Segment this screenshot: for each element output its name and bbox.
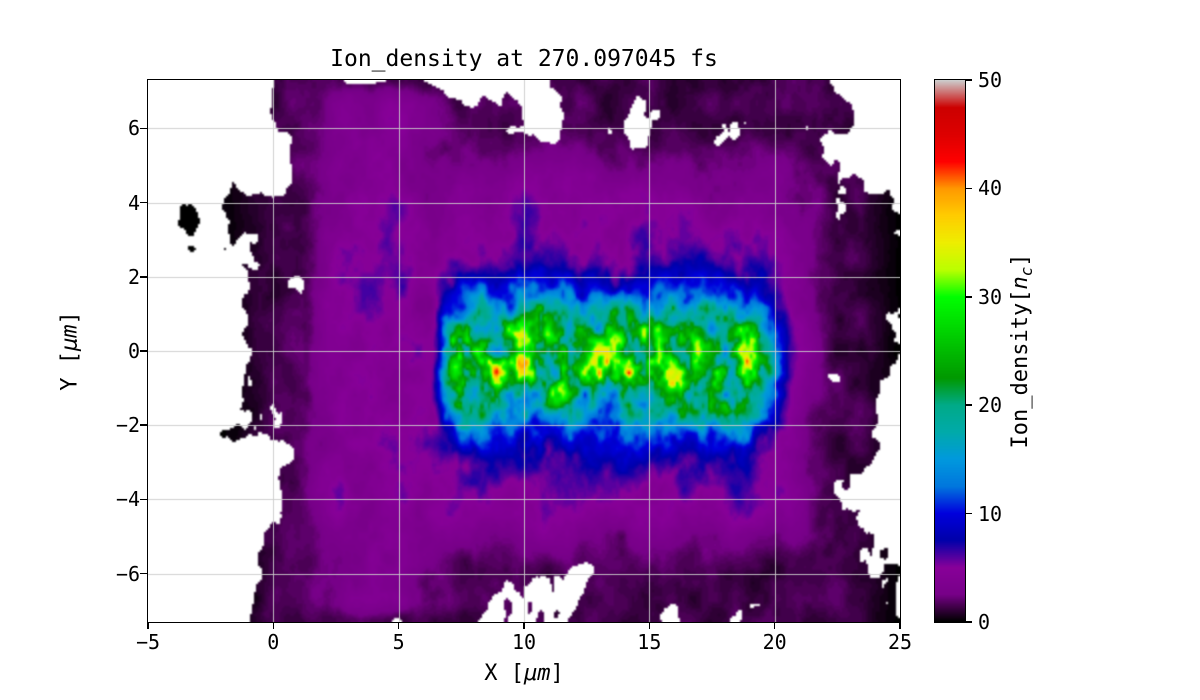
- colorbar-tick-mark: [966, 79, 972, 81]
- x-tick-mark: [899, 622, 901, 629]
- x-tick-label: 5: [392, 630, 405, 654]
- y-tick-label: −4: [115, 487, 140, 512]
- y-tick-label: −6: [115, 561, 140, 586]
- x-axis-unit: μm: [524, 661, 551, 686]
- x-tick-label: 25: [887, 630, 913, 654]
- x-tick-mark: [272, 622, 275, 629]
- colorbar-tick-mark: [966, 296, 972, 298]
- colorbar-tick-label: 20: [978, 393, 1003, 418]
- colorbar-label-pre: Ion_density[: [1007, 289, 1033, 449]
- colorbar-tick-mark: [966, 621, 972, 623]
- y-axis-unit: μm: [57, 324, 83, 352]
- colorbar-tick-mark: [966, 512, 972, 515]
- y-tick-label: −2: [115, 413, 140, 438]
- x-tick-label: 20: [762, 630, 787, 654]
- y-axis-label-post: ]: [57, 311, 83, 325]
- colorbar-tick-label: 40: [978, 176, 1003, 201]
- x-tick-label: 10: [511, 630, 537, 654]
- x-axis-label-post: ]: [550, 661, 564, 686]
- colorbar-label-post: ]: [1007, 253, 1033, 267]
- y-tick-mark: [140, 498, 147, 501]
- x-tick-mark: [523, 622, 525, 629]
- y-tick-mark: [140, 127, 147, 129]
- x-tick-label: −5: [135, 630, 161, 654]
- y-tick-label: 0: [127, 339, 140, 363]
- colorbar-tick-mark: [966, 187, 972, 190]
- y-tick-label: 4: [127, 190, 140, 215]
- colorbar-tick-mark: [966, 404, 972, 406]
- y-tick-mark: [140, 276, 147, 278]
- x-tick-mark: [648, 622, 651, 629]
- y-axis-label-pre: Y [: [57, 351, 83, 391]
- colorbar-tick-label: 10: [978, 501, 1003, 526]
- x-tick-label: 0: [267, 630, 280, 654]
- x-tick-mark: [773, 622, 776, 629]
- y-tick-label: 2: [127, 264, 140, 289]
- x-axis-label-pre: X [: [484, 661, 524, 686]
- y-tick-mark: [140, 572, 147, 575]
- colorbar: [934, 79, 966, 623]
- colorbar-canvas: [935, 80, 965, 622]
- chart-title: Ion_density at 270.097045 fs: [330, 46, 718, 72]
- y-axis-label: Y [μm]: [58, 311, 83, 391]
- y-tick-label: 6: [127, 116, 140, 141]
- y-tick-mark: [140, 201, 147, 204]
- colorbar-label: Ion_density[nc]: [1008, 254, 1036, 449]
- colorbar-tick-label: 50: [978, 68, 1003, 92]
- x-tick-mark: [397, 622, 400, 629]
- y-tick-mark: [140, 424, 147, 426]
- x-axis-label: X [μm]: [148, 661, 900, 686]
- colorbar-tick-label: 30: [978, 284, 1003, 309]
- x-tick-mark: [147, 622, 149, 629]
- y-tick-mark: [140, 350, 147, 352]
- colorbar-tick-label: 0: [978, 610, 991, 634]
- heatmap-canvas: [148, 80, 900, 622]
- colorbar-label-sub: c: [1017, 266, 1037, 277]
- plot-area: [147, 79, 901, 623]
- x-tick-label: 15: [637, 630, 662, 654]
